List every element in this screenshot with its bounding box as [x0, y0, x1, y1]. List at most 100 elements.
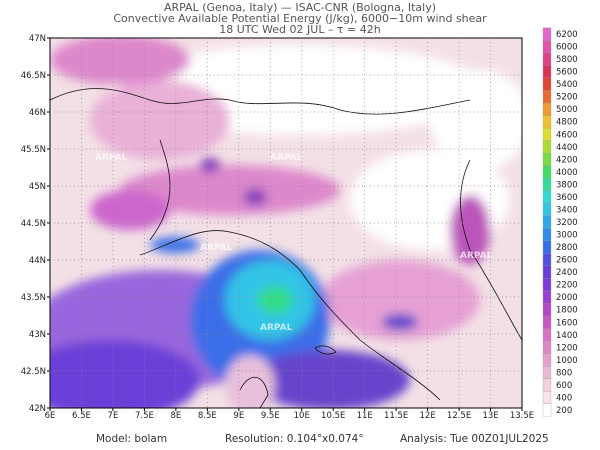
x-tick-label: 11.5E [384, 411, 408, 421]
watermarks: ARPAL ARPAL ARPAL ARPAL ARPAL ARPAL [95, 153, 493, 333]
colorbar-swatch [542, 90, 552, 104]
colorbar-swatch [542, 228, 552, 241]
colorbar-label: 4200 [556, 155, 578, 165]
colorbar-label: 1200 [556, 343, 578, 353]
watermark: ARPAL [390, 203, 423, 213]
x-tick-label: 12.5E [447, 411, 471, 421]
x-tick-label: 13.5E [510, 411, 534, 421]
colorbar-swatch [542, 315, 552, 329]
colorbar-swatch [542, 278, 552, 292]
colorbar-swatch [542, 127, 552, 141]
colorbar-label: 1000 [556, 356, 578, 366]
title-line: ARPAL (Genoa, Italy) — ISAC-CNR (Bologna… [164, 1, 436, 14]
x-tick-label: 10E [294, 411, 310, 421]
x-tick-label: 6.5E [72, 411, 91, 421]
colorbar-label: 5200 [556, 93, 578, 103]
footer-model: Model: bolam [96, 433, 167, 445]
colorbar-swatch [542, 353, 552, 367]
watermark: ARPAL [95, 153, 128, 163]
colorbar-label: 6200 [556, 30, 578, 40]
colorbar-swatch [542, 303, 552, 317]
footer-resolution: Resolution: 0.104°x0.074° [225, 433, 364, 445]
colorbar-label: 4800 [556, 118, 578, 128]
x-tick-label: 7E [108, 411, 119, 421]
colorbar-swatch [542, 27, 552, 41]
colorbar-label: 5000 [556, 105, 578, 115]
y-tick-label: 46N [29, 108, 46, 118]
colorbar-label: 1400 [556, 331, 578, 341]
title-line: 18 UTC Wed 02 JUL – τ = 42h [219, 23, 381, 36]
colorbar-swatch [542, 215, 552, 229]
colorbar-swatch [542, 165, 552, 179]
colorbar-swatch [542, 203, 552, 216]
map-field: ARPAL ARPAL ARPAL ARPAL ARPAL ARPAL [50, 38, 522, 408]
colorbar-swatch [542, 65, 552, 79]
colorbar-label: 600 [556, 381, 572, 391]
y-tick-label: 44N [29, 256, 46, 266]
x-tick-label: 12E [420, 411, 436, 421]
x-tick-label: 11E [357, 411, 373, 421]
colorbar-label: 5600 [556, 68, 578, 78]
y-tick-label: 45.5N [21, 145, 46, 155]
y-tick-label: 44.5N [21, 219, 46, 229]
x-tick-label: 8.5E [198, 411, 217, 421]
colorbar-swatch [542, 328, 552, 342]
colorbar-label: 3400 [556, 205, 578, 215]
graticule: 6E 6.5E 7E 7.5E 8E 8.5E 9E 9.5E 10E 10.5E 11E 11.5E… [21, 34, 534, 421]
x-tick-label: 9.5E [261, 411, 280, 421]
colorbar: 200 400 600 800 1000 1200 1400 1600 1800 2000 2200… [542, 27, 578, 417]
colorbar-swatch [542, 391, 552, 404]
colorbar-swatch [542, 102, 552, 116]
x-tick-label: 8E [170, 411, 181, 421]
colorbar-swatch [542, 52, 552, 66]
x-tick-label: 13E [482, 411, 498, 421]
colorbar-label: 2000 [556, 293, 578, 303]
colorbar-label: 4400 [556, 143, 578, 153]
colorbar-swatch [542, 290, 552, 304]
colorbar-label: 2800 [556, 243, 578, 253]
colorbar-label: 1600 [556, 318, 578, 328]
y-tick-label: 46.5N [21, 71, 46, 81]
x-tick-label: 10.5E [321, 411, 345, 421]
colorbar-swatch [542, 40, 552, 53]
title-line: Convective Available Potential Energy (J… [113, 12, 487, 25]
colorbar-swatch [542, 340, 552, 354]
colorbar-label: 2600 [556, 256, 578, 266]
x-tick-label: 9E [233, 411, 244, 421]
colorbar-swatch [542, 265, 552, 279]
colorbar-swatch [542, 190, 552, 204]
colorbar-label: 4000 [556, 168, 578, 178]
watermark: ARPAL [260, 323, 293, 333]
colorbar-swatch [542, 253, 552, 267]
x-tick-label: 6E [45, 411, 56, 421]
colorbar-swatch [542, 378, 552, 392]
colorbar-label: 200 [556, 406, 572, 416]
colorbar-swatch [542, 240, 552, 254]
colorbar-label: 4600 [556, 130, 578, 140]
colorbar-label: 800 [556, 368, 572, 378]
colorbar-label: 3800 [556, 180, 578, 190]
y-tick-label: 43N [29, 330, 46, 340]
y-tick-label: 42N [29, 404, 46, 414]
colorbar-swatch [542, 152, 552, 166]
y-tick-label: 43.5N [21, 293, 46, 303]
colorbar-swatch [542, 403, 552, 417]
colorbar-swatch [542, 365, 552, 379]
watermark: ARPAL [270, 153, 303, 163]
colorbar-label: 2200 [556, 281, 578, 291]
colorbar-label: 3600 [556, 193, 578, 203]
colorbar-swatch [542, 177, 552, 191]
watermark: ARPAL [460, 251, 493, 261]
colorbar-label: 6000 [556, 43, 578, 53]
y-tick-label: 47N [29, 34, 46, 44]
colorbar-label: 400 [556, 393, 572, 403]
y-tick-label: 42.5N [21, 367, 46, 377]
colorbar-label: 5800 [556, 55, 578, 65]
colorbar-label: 5400 [556, 80, 578, 90]
colorbar-label: 1800 [556, 306, 578, 316]
colorbar-label: 3000 [556, 231, 578, 241]
watermark: ARPAL [200, 243, 233, 253]
colorbar-swatch [542, 77, 552, 91]
